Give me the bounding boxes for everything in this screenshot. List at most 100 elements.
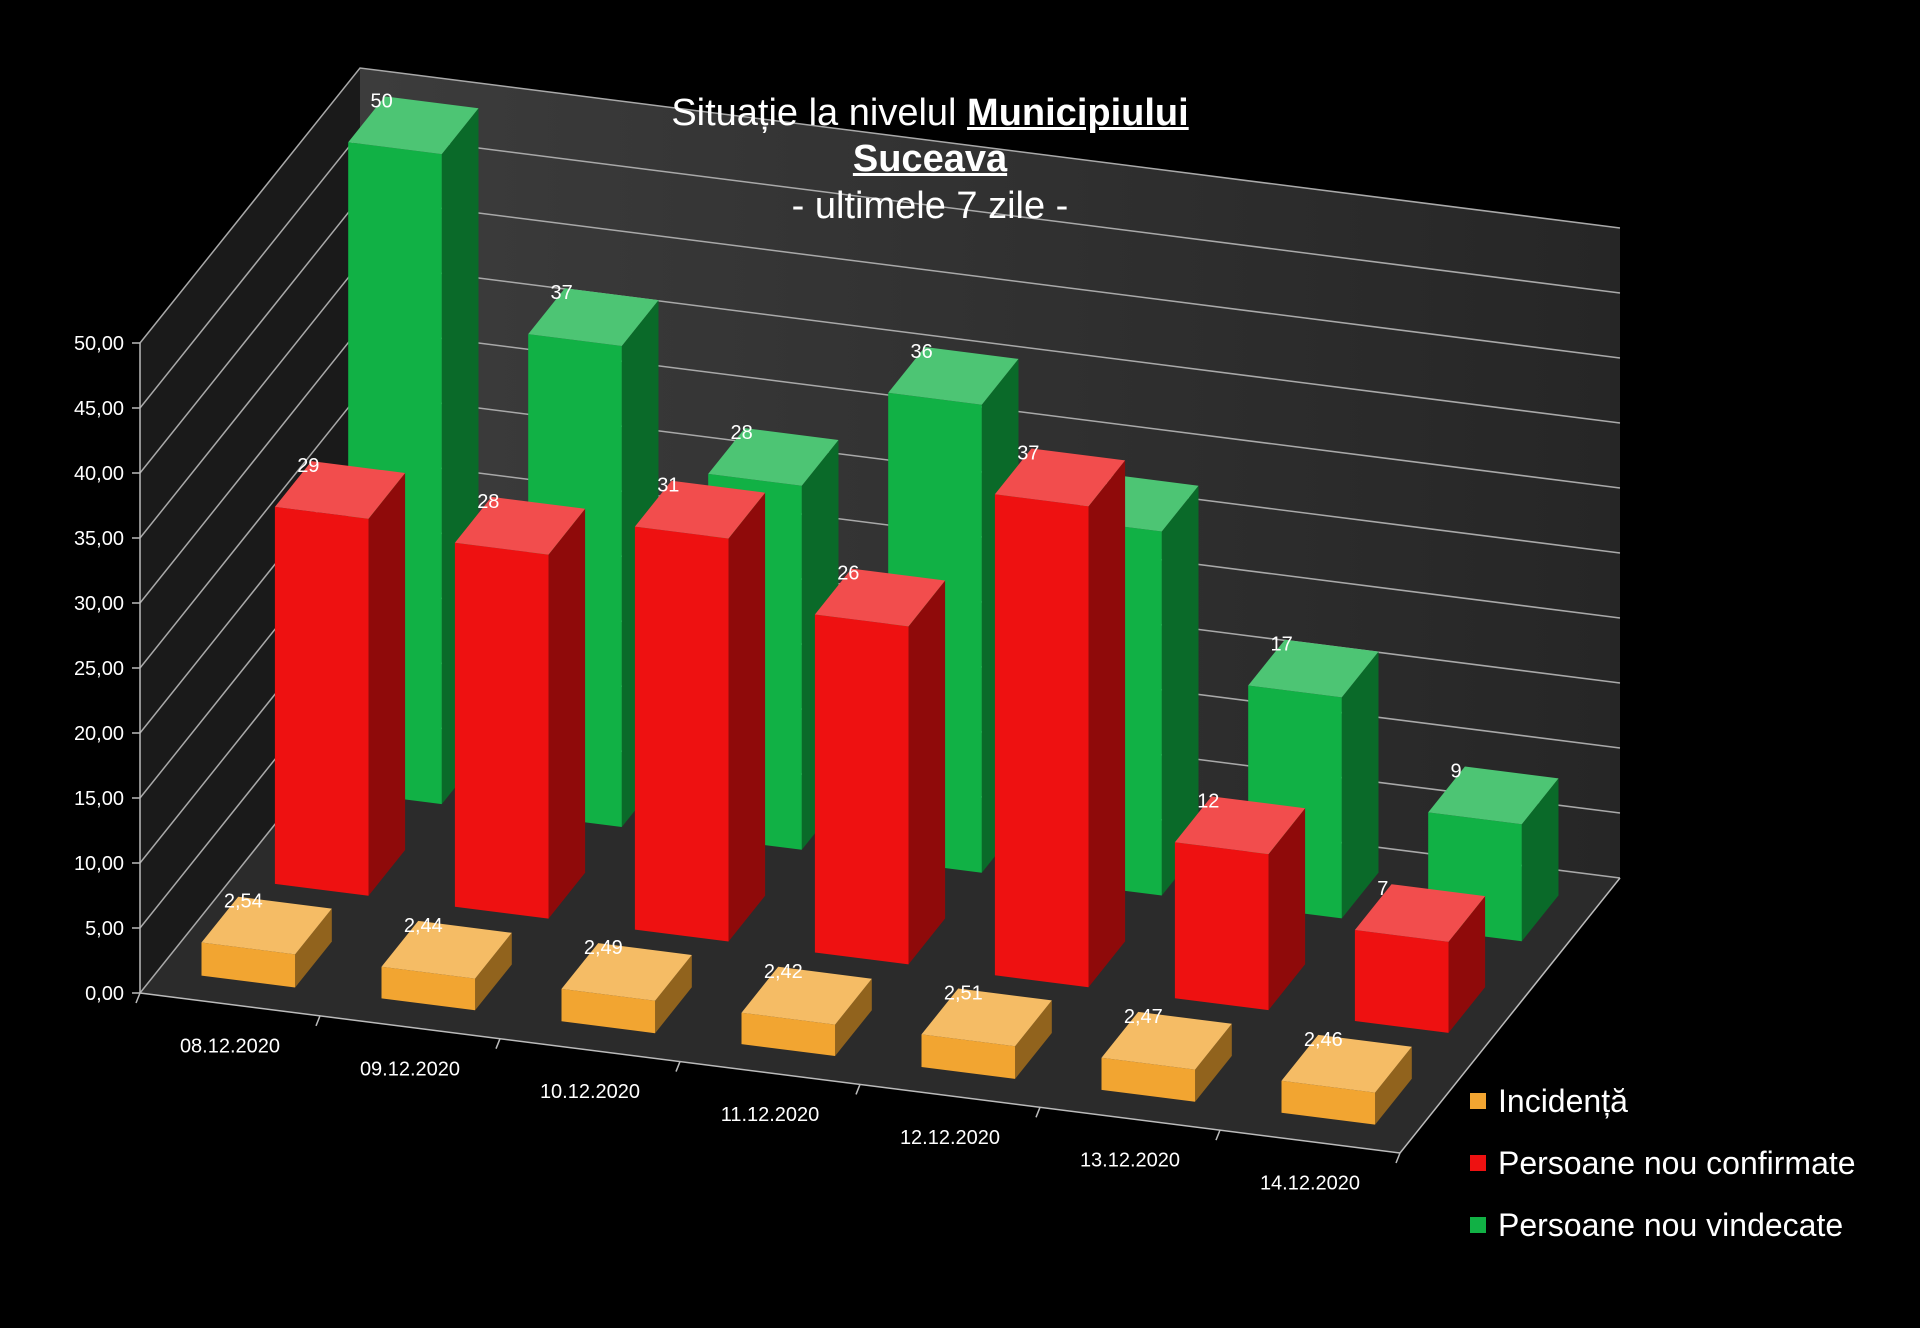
bar — [454, 542, 549, 919]
x-tick-mark — [1035, 1107, 1041, 1118]
x-tick-label: 11.12.2020 — [721, 1104, 820, 1126]
x-tick-mark — [315, 1015, 321, 1027]
x-tick-mark — [855, 1084, 861, 1095]
bar-top — [201, 896, 332, 955]
x-tick-mark — [495, 1038, 501, 1049]
bar-top — [1101, 1011, 1232, 1070]
bar-top — [634, 480, 766, 539]
bar-top — [1174, 796, 1306, 855]
bar-top — [921, 988, 1052, 1047]
bar-side — [655, 955, 692, 1034]
y-tick-label: 15,00 — [74, 788, 124, 810]
legend-item-incidenta: Incidență — [1470, 1070, 1856, 1132]
bar-side — [1341, 651, 1379, 919]
chart-subtitle: - ultimele 7 zile - — [791, 184, 1069, 227]
bar-top — [348, 96, 479, 155]
bar-side — [1161, 485, 1199, 896]
chart-title: Situație la nivelul Municipiului Suceava… — [600, 90, 1260, 229]
bar — [1354, 930, 1449, 1033]
bar-side — [475, 932, 512, 1011]
x-tick-label: 09.12.2020 — [360, 1058, 460, 1080]
bar-top — [708, 428, 839, 486]
x-axis-line — [139, 992, 1401, 1154]
legend-swatch-confirmate — [1470, 1155, 1486, 1171]
x-tick-mark — [1215, 1129, 1221, 1141]
x-tick-mark — [1395, 1152, 1401, 1164]
y-tick-label: 30,00 — [74, 593, 124, 615]
x-tick-label: 14.12.2020 — [1260, 1173, 1360, 1195]
data-label: 2,47 — [1124, 1006, 1163, 1028]
bar-top — [274, 461, 406, 519]
legend-label-confirmate: Persoane nou confirmate — [1498, 1144, 1856, 1181]
bar-side — [1521, 778, 1559, 942]
bar — [381, 966, 476, 1011]
bar — [1174, 842, 1269, 1011]
bar-top — [888, 347, 1019, 405]
bar-top — [1248, 639, 1379, 698]
data-label: 28 — [731, 422, 753, 444]
bar-top — [1354, 884, 1486, 942]
bar — [634, 526, 729, 942]
chart-title-emphasis: Municipiului Suceava — [852, 92, 1189, 181]
bar — [921, 1034, 1016, 1079]
bar-side — [548, 508, 586, 919]
bar-top — [528, 288, 659, 346]
y-tick-label: 40,00 — [74, 463, 124, 485]
chart-title-prefix: Situație la nivelul — [671, 92, 968, 134]
bar — [201, 942, 296, 988]
bar-side — [368, 473, 406, 896]
bar — [1101, 1057, 1196, 1102]
x-tick-mark — [135, 992, 141, 1004]
bar-top — [1428, 766, 1559, 825]
legend-label-incidenta: Incidență — [1498, 1082, 1628, 1119]
data-label: 37 — [1017, 442, 1039, 464]
data-label: 29 — [297, 455, 319, 477]
data-label: 26 — [837, 563, 859, 585]
bar — [561, 988, 656, 1034]
legend-item-vindecate: Persoane nou vindecate — [1470, 1194, 1856, 1256]
y-tick-label: 35,00 — [74, 528, 124, 550]
data-label: 2,49 — [584, 937, 623, 959]
x-tick-label: 08.12.2020 — [180, 1035, 280, 1057]
y-tick-label: 25,00 — [74, 658, 124, 680]
bar-side — [1015, 1000, 1052, 1079]
data-label: 31 — [657, 475, 679, 497]
bar-side — [1268, 808, 1306, 1011]
y-tick-label: 5,00 — [85, 918, 124, 940]
data-label: 50 — [371, 90, 393, 112]
data-label: 2,46 — [1304, 1029, 1343, 1051]
bar-top — [454, 496, 586, 555]
x-tick-mark — [675, 1061, 681, 1072]
bar-top — [1281, 1034, 1412, 1093]
depth-axis-line — [1399, 877, 1621, 1154]
bar-side — [1448, 896, 1486, 1033]
y-tick-label: 20,00 — [74, 723, 124, 745]
bar-side — [835, 978, 872, 1056]
x-tick-label: 10.12.2020 — [540, 1081, 640, 1103]
bar — [994, 494, 1089, 988]
data-label: 9 — [1451, 760, 1462, 782]
data-label: 36 — [911, 341, 933, 363]
bar-side — [728, 492, 766, 942]
y-tick-label: 50,00 — [74, 333, 124, 355]
bar-top — [561, 943, 692, 1001]
bar — [814, 614, 909, 965]
data-label: 2,51 — [944, 982, 983, 1004]
data-label: 37 — [551, 282, 573, 304]
bar-top — [381, 920, 512, 979]
y-tick-label: 45,00 — [74, 398, 124, 420]
bar-top — [994, 448, 1126, 507]
gridline — [139, 67, 1621, 344]
data-label: 7 — [1377, 878, 1388, 900]
y-tick-label: 0,00 — [85, 983, 124, 1005]
legend-swatch-incidenta — [1470, 1093, 1486, 1109]
chart-legend: Incidență Persoane nou confirmate Persoa… — [1470, 1070, 1856, 1256]
data-label: 12 — [1197, 790, 1219, 812]
bar — [274, 506, 369, 896]
data-label: 17 — [1271, 634, 1293, 656]
data-label: 28 — [477, 491, 499, 513]
bar-side — [908, 580, 946, 965]
legend-swatch-vindecate — [1470, 1217, 1486, 1233]
bar-top — [814, 568, 946, 627]
